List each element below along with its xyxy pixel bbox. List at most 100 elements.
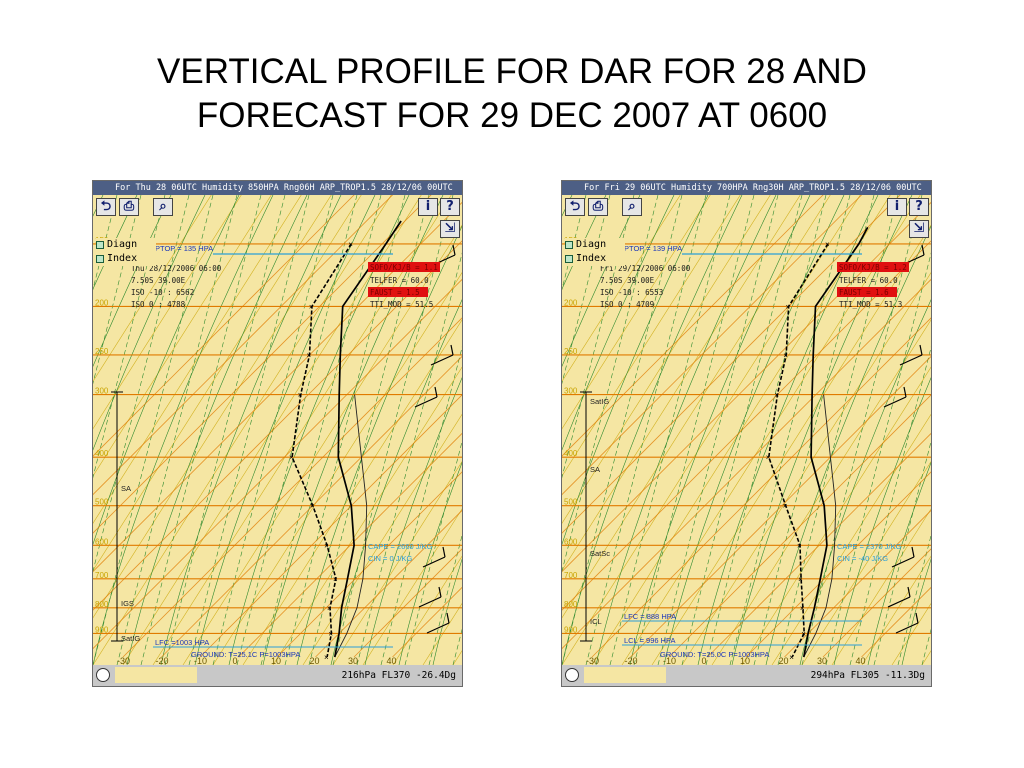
dewpoint-point: × [789,653,794,662]
dewpoint-point: × [766,453,771,462]
index-telfer: TELFER = 60.0 [370,276,429,285]
slide-title-line2: FORECAST FOR 29 DEC 2007 AT 0600 [196,96,828,135]
slide-title-line1: VERTICAL PROFILE FOR DAR FOR 28 AND [157,52,867,91]
mixing-ratio-line [140,195,262,665]
dry-adiabat [93,195,212,382]
isobar-tick-label: 200 [95,298,109,307]
temperature-tick-label: 10 [740,656,750,665]
isobar-tick-label: 500 [564,498,578,507]
ptop-label: PTOP = 135 HPA [155,244,213,253]
mixing-ratio-line [236,195,358,665]
magnifier-icon: ⌕ [628,199,636,214]
status-field [115,667,197,683]
side-menu: Diagn Index [96,238,156,266]
checkbox-icon [565,241,573,249]
isotherm-line [707,432,931,658]
mixing-ratio-line [921,628,931,665]
print-button[interactable]: ⎙ [119,198,139,216]
temperature-tick-label: 30 [817,656,827,665]
cursor-readout: 216hPa FL370 -26.4Dg [341,670,456,681]
isobar-tick-label: 200 [564,298,578,307]
wind-barb [426,622,450,634]
moist-adiabat [398,461,462,665]
temperature-tick-label: -20 [156,656,169,665]
temperature-tick-label: 0 [233,656,238,665]
compass-icon[interactable] [96,668,110,682]
index-sofokjb: SOFO/KJ/B = 1.2 [839,263,907,272]
mixing-ratio-line [801,195,923,665]
cin-value: CIN = 0 J/KG [368,554,413,563]
question-icon: ? [446,199,454,214]
isobar-tick-label: 400 [564,449,578,458]
temperature-tick-label: 40 [856,656,866,665]
menu-item-diag[interactable]: Diagn [96,238,156,252]
isotherm-line [784,509,931,658]
level-label: SA [590,465,600,474]
question-icon: ? [915,199,923,214]
wind-barb-flag [907,586,911,598]
mixing-ratio-line [164,195,286,665]
dewpoint-point: × [328,629,333,638]
mixing-ratio-line [404,440,462,665]
dewpoint-point: × [307,351,312,360]
export-icon: ⇲ [913,221,925,236]
menu-item-diag-label: Diagn [576,239,607,250]
isotherm-line [745,471,931,658]
isotherm-line [122,317,462,658]
dewpoint-point: × [800,604,805,613]
isobar-tick-label: 250 [95,347,109,356]
export-button[interactable]: ⇲ [909,220,929,238]
wind-barb [422,556,446,568]
menu-item-index[interactable]: Index [565,252,625,266]
wind-barb-flag [919,344,923,356]
zoom-button[interactable]: ⌕ [622,198,642,216]
zoom-button[interactable]: ⌕ [153,198,173,216]
mixing-ratio-line [657,195,779,665]
sounding-plot[interactable]: 150200250300400500600700800900-30-20-100… [562,195,931,665]
compass-icon[interactable] [565,668,579,682]
isotherm-line [93,195,394,496]
level-label: IGS [121,599,134,608]
isotherm-line [93,195,432,534]
isotherm-line [93,201,462,573]
checkbox-icon [96,255,104,263]
isobar-tick-label: 600 [564,537,578,546]
back-button[interactable]: ⮌ [565,198,585,216]
moist-adiabat [562,195,675,451]
iso-minus10: ISO -10 : 6562 [131,288,194,297]
back-button[interactable]: ⮌ [96,198,116,216]
mixing-ratio-line [873,440,931,665]
dry-adiabat [93,195,332,572]
mixing-ratio-line [562,195,635,479]
help-button[interactable]: ? [440,198,460,216]
mixing-ratio-line [116,195,238,665]
export-button[interactable]: ⇲ [440,220,460,238]
temperature-tick-label: -20 [625,656,638,665]
level-label: SatIG [121,634,140,643]
dry-adiabat [921,650,931,665]
index-tti: TTI_MOD = 51.3 [839,300,902,309]
temperature-tick-label: 40 [387,656,397,665]
isobar-tick-label: 700 [564,571,578,580]
printer-icon: ⎙ [123,199,135,214]
mixing-ratio-line [562,195,611,385]
isotherm-line [93,240,462,611]
info-button[interactable]: i [887,198,907,216]
station-coords: 7.50S 39.00E [600,276,655,285]
dry-adiabat [93,195,242,430]
isotherm-line [161,355,462,658]
moist-adiabat [867,461,931,665]
sounding-plot[interactable]: 150200250300400500600700800900-30-20-100… [93,195,462,665]
iso-zero: ISO 0 : 4788 [131,300,186,309]
wind-barb-flag [434,386,438,398]
mixing-ratio-line [705,195,827,665]
print-button[interactable]: ⎙ [588,198,608,216]
info-button[interactable]: i [418,198,438,216]
dry-adiabat [93,195,302,524]
menu-item-index[interactable]: Index [96,252,156,266]
dewpoint-point: × [298,391,303,400]
menu-item-diag[interactable]: Diagn [565,238,625,252]
mixing-ratio-line [633,195,755,665]
help-button[interactable]: ? [909,198,929,216]
iso-minus10: ISO -10 : 6553 [600,288,663,297]
